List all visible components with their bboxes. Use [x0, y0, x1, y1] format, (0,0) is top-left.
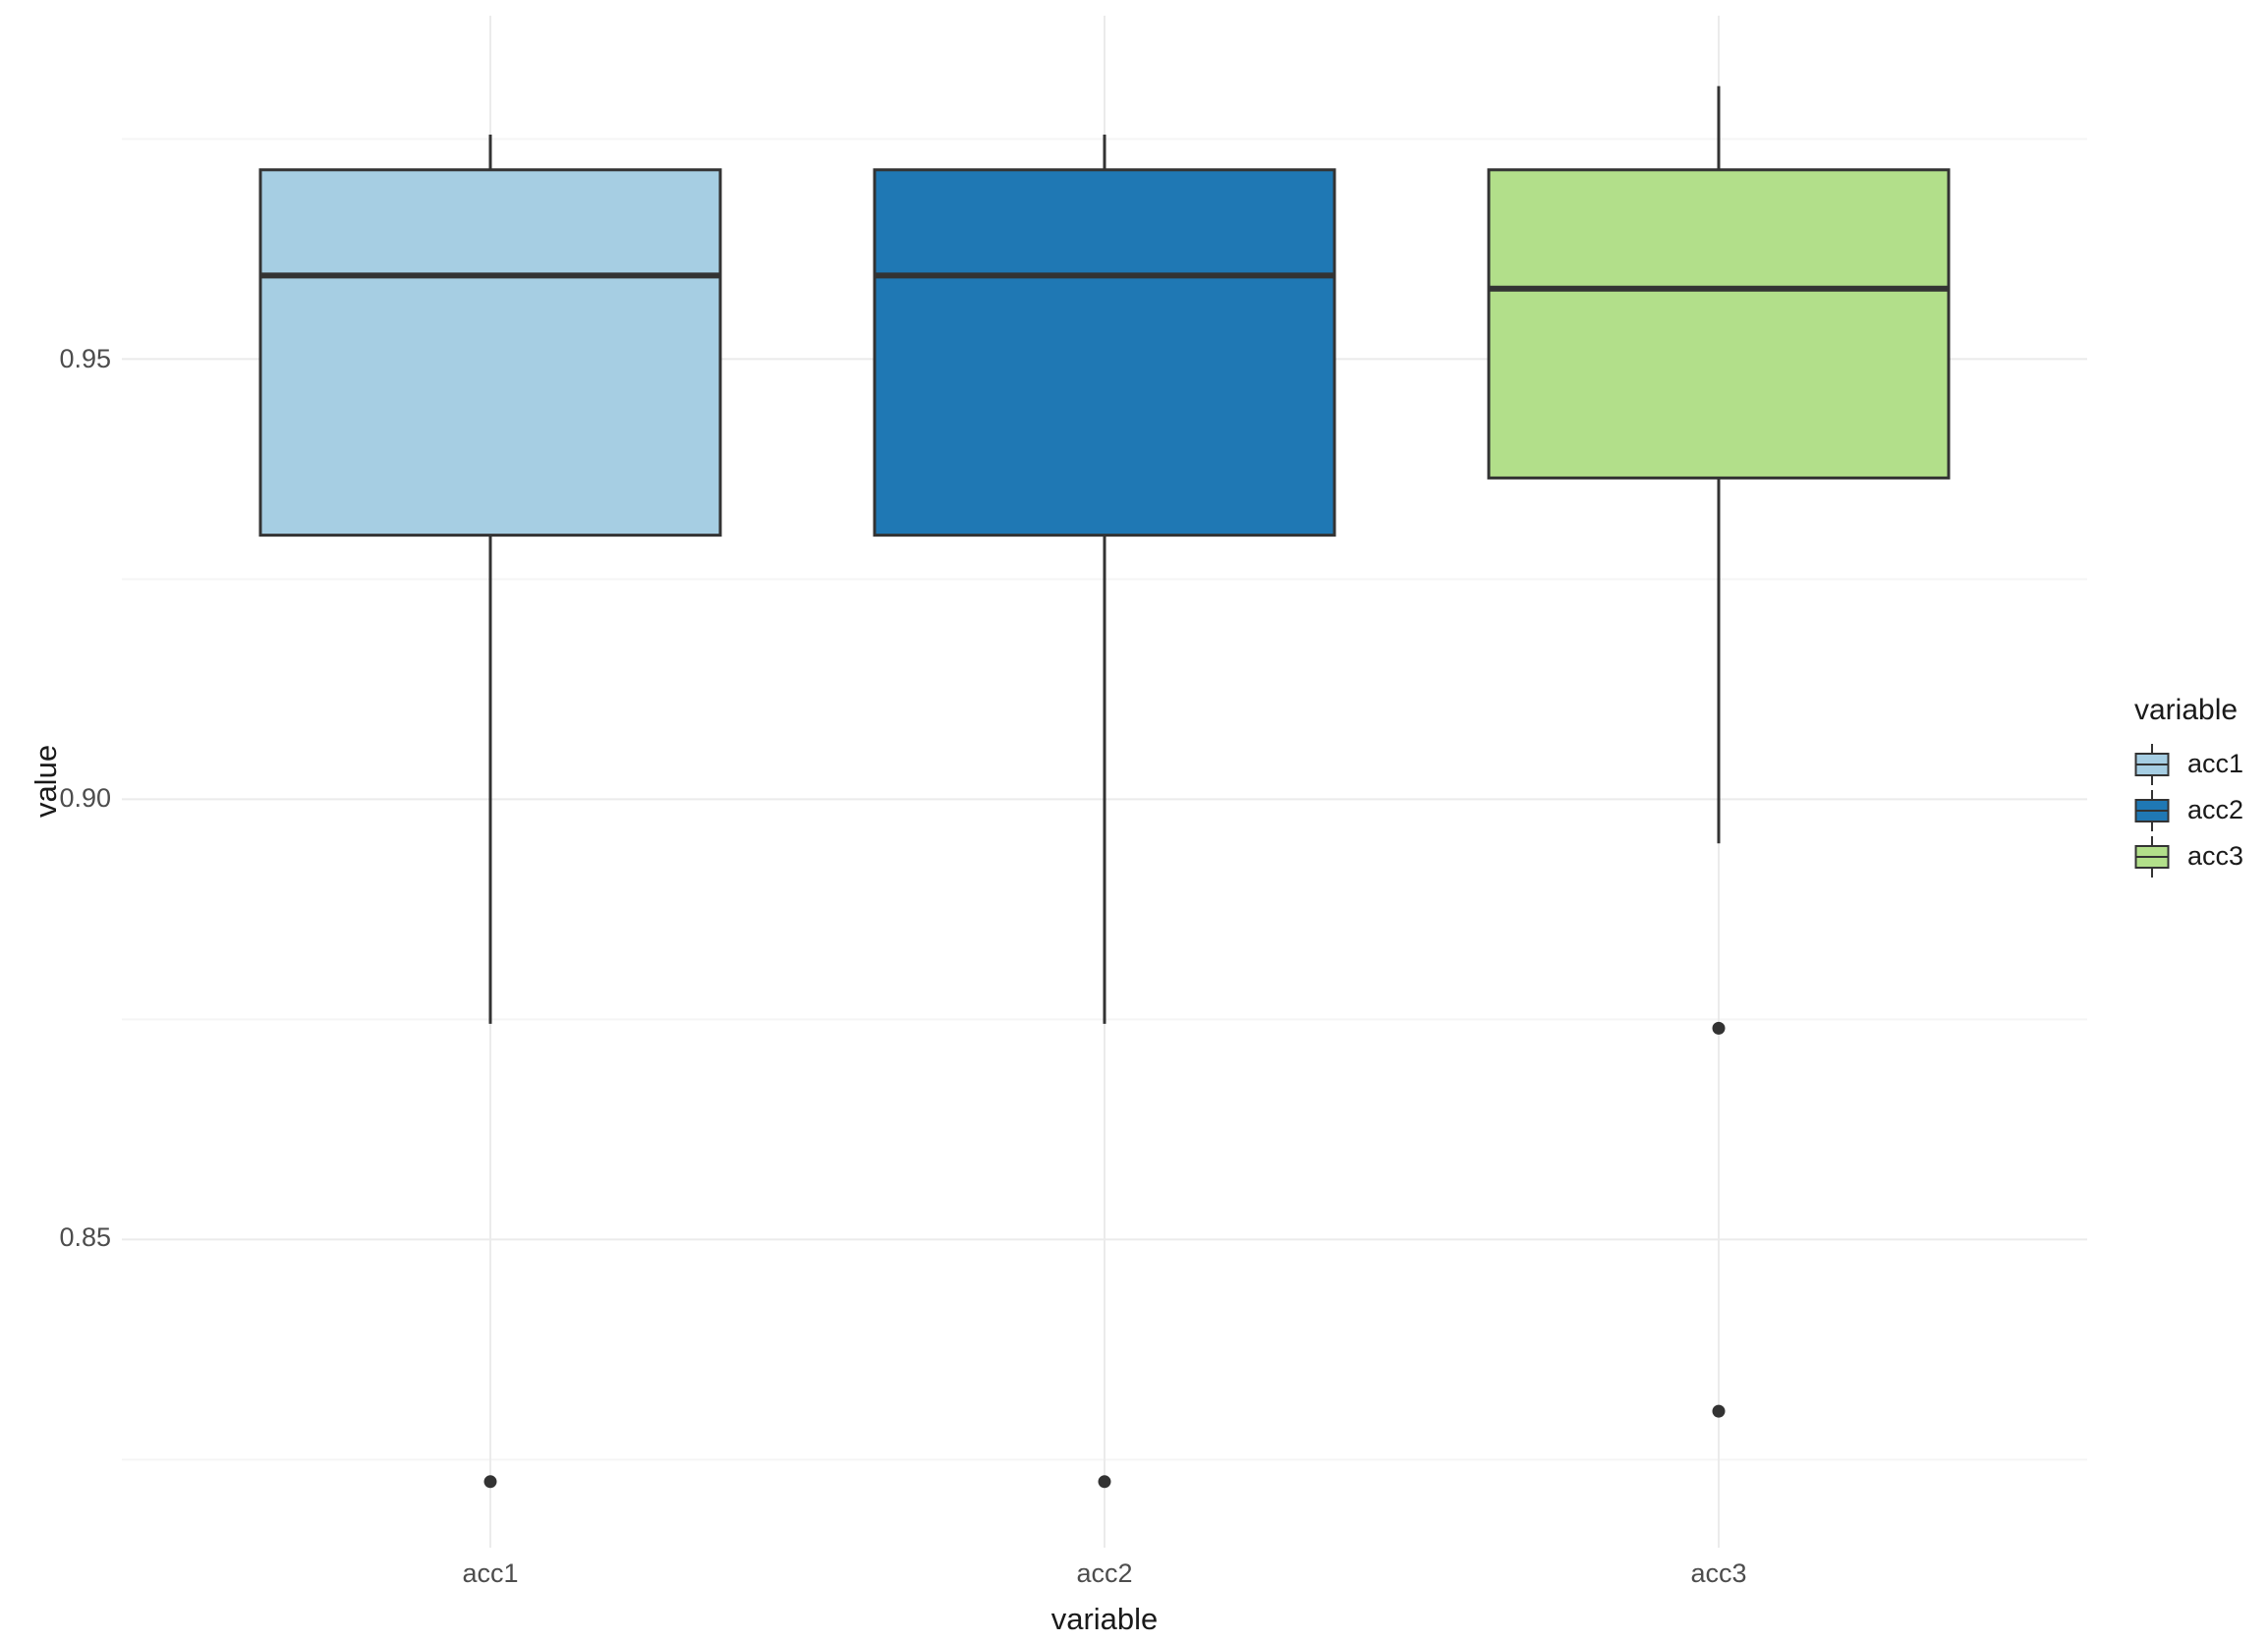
box-acc3: [1487, 168, 1951, 480]
legend-entry-acc1: acc1: [2134, 741, 2243, 787]
x-tick-label: acc3: [1690, 1558, 1747, 1588]
legend-title: variable: [2134, 694, 2239, 726]
outlier-point-acc1: [483, 1475, 497, 1489]
legend: variable acc1 acc2 acc3: [2134, 694, 2243, 879]
y-axis-title: value: [28, 744, 63, 819]
y-tick-label: 0.90: [59, 783, 111, 813]
boxplot-key-icon: [2134, 743, 2170, 785]
y-tick-label: 0.95: [59, 344, 111, 373]
outlier-point-acc3: [1712, 1404, 1726, 1418]
box-acc2: [873, 168, 1336, 538]
boxplot-key-icon: [2134, 835, 2170, 878]
x-tick-label: acc1: [462, 1558, 519, 1588]
outlier-point-acc3: [1712, 1021, 1726, 1035]
y-tick-label: 0.85: [59, 1222, 111, 1252]
legend-label: acc2: [2187, 795, 2244, 824]
legend-entry-acc2: acc2: [2134, 787, 2243, 833]
x-tick-label: acc2: [1076, 1558, 1133, 1588]
box-acc1: [258, 168, 722, 538]
legend-entry-acc3: acc3: [2134, 833, 2243, 879]
legend-label: acc3: [2187, 841, 2244, 871]
legend-label: acc1: [2187, 749, 2244, 778]
x-axis-title: variable: [1050, 1602, 1159, 1636]
boxplot-key-icon: [2134, 789, 2170, 831]
outlier-point-acc2: [1098, 1475, 1111, 1489]
